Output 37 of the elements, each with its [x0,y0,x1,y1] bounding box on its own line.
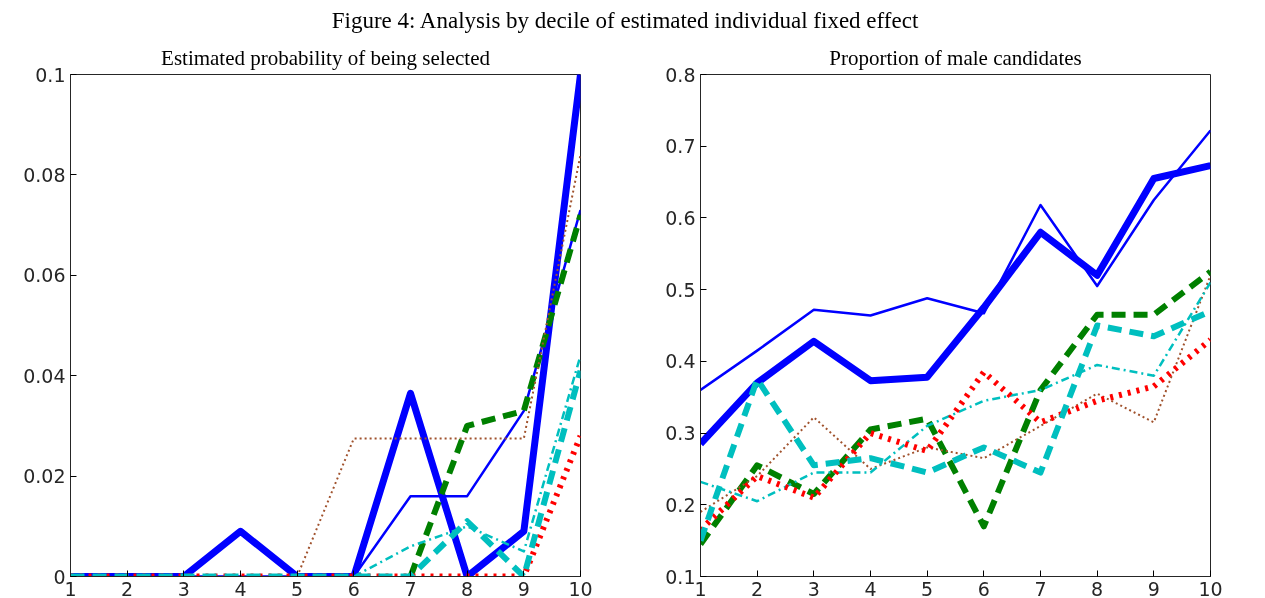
x-tick-label: 9 [517,577,530,598]
caption: Figure 4: Analysis by decile of estimated individual fixed effect [331,7,919,35]
x-tick-label: 3 [177,577,190,598]
y-tick-label: 0.02 [23,465,66,488]
x-tick-label: 10 [568,577,593,598]
x-tick-label: 9 [1147,577,1160,598]
y-tick-label: 0.08 [23,163,66,186]
x-tick-label: 4 [864,577,877,598]
y-tick-label: 0.8 [665,63,696,86]
y-tick-label: 0.2 [665,493,696,516]
x-tick-label: 2 [121,577,134,598]
y-tick-label: 0 [53,565,66,588]
x-tick-label: 4 [234,577,247,598]
x-tick-label: 10 [1198,577,1223,598]
y-tick-label: 0.4 [665,350,696,373]
y-tick-label: 0.5 [665,278,696,301]
y-tick-label: 0.6 [665,206,696,229]
x-tick-label: 2 [751,577,764,598]
x-tick-label: 5 [921,577,934,598]
x-tick-label: 7 [1034,577,1047,598]
x-tick-label: 3 [807,577,820,598]
y-tick-label: 0.04 [23,364,66,387]
y-tick-label: 0.1 [665,565,696,588]
y-tick-label: 0.3 [665,422,696,445]
y-tick-label: 0.7 [665,135,696,158]
x-tick-label: 1 [64,577,77,598]
chart-title: Estimated probability of being selected [161,45,491,70]
y-tick-label: 0.1 [35,63,66,86]
x-tick-label: 8 [461,577,474,598]
x-tick-label: 8 [1091,577,1104,598]
x-tick-label: 7 [404,577,417,598]
y-tick-label: 0.06 [23,264,66,287]
x-tick-label: 5 [291,577,304,598]
x-tick-label: 1 [694,577,707,598]
x-tick-label: 6 [347,577,360,598]
x-tick-label: 6 [977,577,990,598]
chart-title: Proportion of male candidates [829,45,1082,70]
